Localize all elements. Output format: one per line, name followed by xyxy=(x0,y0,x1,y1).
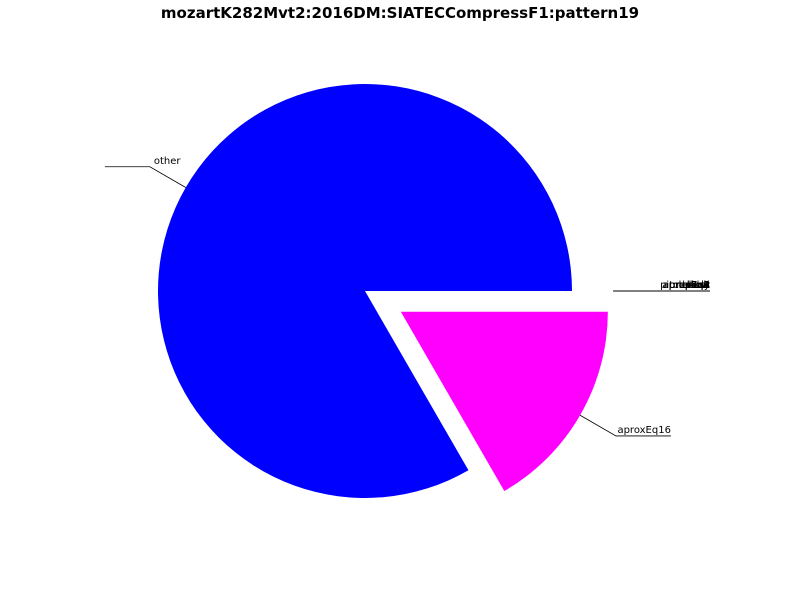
pie-slice-other xyxy=(157,84,572,499)
slice-label-aproxeq2: aproxEq2 xyxy=(663,280,710,291)
slice-label-aproxeq4: aproxEq4 xyxy=(663,280,710,291)
slice-label-melody: melody xyxy=(673,280,710,291)
slice-label-pitchclass: pitchclass xyxy=(660,280,710,291)
slice-label-aproxeq8: aproxEq8 xyxy=(663,280,710,291)
pie-slices xyxy=(157,84,608,499)
slice-label-other: other xyxy=(154,156,182,167)
pie-slice-aproxeq16 xyxy=(400,311,608,491)
slice-label-aproxeq16: aproxEq16 xyxy=(617,425,671,436)
slice-label-onset: onset xyxy=(682,280,710,291)
leader-line-other xyxy=(104,166,186,188)
slice-label-exact: exact xyxy=(682,280,710,291)
slice-label-upitch: upitch xyxy=(679,280,710,291)
chart-title: mozartK282Mvt2:2016DM:SIATECCompressF1:p… xyxy=(161,4,639,22)
slice-label-chord: chord xyxy=(682,280,710,291)
slice-label-dur: dur xyxy=(693,280,711,291)
slice-label-bass: bass xyxy=(687,280,710,291)
leader-line-aproxeq16 xyxy=(579,414,671,437)
pie-labels: other aproxEq16 basspitchclassduronsetapro… xyxy=(104,156,711,437)
slice-label-dpitch: dpitch xyxy=(679,280,710,291)
